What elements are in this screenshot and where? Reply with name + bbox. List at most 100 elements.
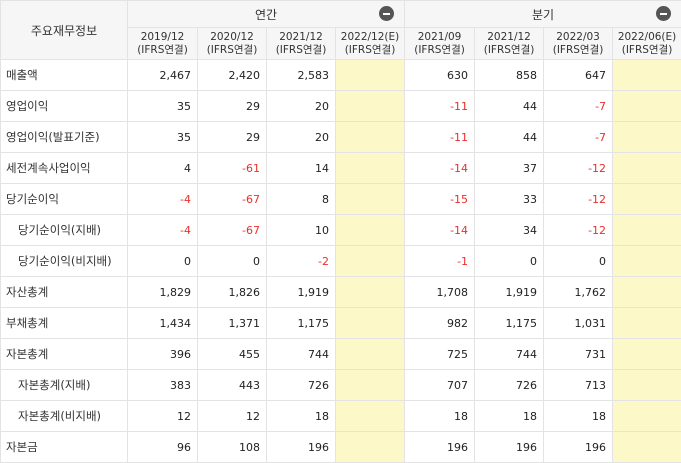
value-cell: 196: [544, 432, 613, 463]
estimate-cell: [613, 308, 681, 339]
estimate-cell: [336, 122, 405, 153]
row-label[interactable]: 당기순이익: [1, 184, 128, 215]
row-label[interactable]: 자본총계: [1, 339, 128, 370]
value-cell: -61: [198, 153, 267, 184]
value-cell: 1,829: [128, 277, 198, 308]
row-label[interactable]: 자산총계: [1, 277, 128, 308]
period-basis: (IFRS연결): [336, 44, 404, 57]
row-label[interactable]: 매출액: [1, 60, 128, 91]
value-cell: 1,371: [198, 308, 267, 339]
value-cell: 383: [128, 370, 198, 401]
row-label[interactable]: 영업이익(발표기준): [1, 122, 128, 153]
estimate-cell: [336, 339, 405, 370]
estimate-cell: [613, 401, 681, 432]
row-label[interactable]: 자본금: [1, 432, 128, 463]
value-cell: 707: [405, 370, 475, 401]
value-cell: 744: [267, 339, 336, 370]
value-cell: 1,708: [405, 277, 475, 308]
value-cell: 12: [198, 401, 267, 432]
row-label[interactable]: 당기순이익(지배): [1, 215, 128, 246]
quarterly-group-header: 분기: [405, 1, 681, 28]
estimate-cell: [613, 339, 681, 370]
value-cell: -4: [128, 184, 198, 215]
value-cell: 2,420: [198, 60, 267, 91]
estimate-cell: [613, 184, 681, 215]
minus-circle-icon[interactable]: [656, 6, 671, 21]
value-cell: 29: [198, 122, 267, 153]
value-cell: 18: [405, 401, 475, 432]
estimate-cell: [613, 91, 681, 122]
row-label[interactable]: 세전계속사업이익: [1, 153, 128, 184]
period-basis: (IFRS연결): [405, 44, 474, 57]
period-header: 2022/03(IFRS연결): [544, 28, 613, 60]
period-header: 2021/12(IFRS연결): [475, 28, 544, 60]
value-cell: -12: [544, 153, 613, 184]
value-cell: 726: [475, 370, 544, 401]
estimate-cell: [336, 277, 405, 308]
row-label[interactable]: 자본총계(비지배): [1, 401, 128, 432]
value-cell: 10: [267, 215, 336, 246]
value-cell: 34: [475, 215, 544, 246]
value-cell: 196: [475, 432, 544, 463]
value-cell: 96: [128, 432, 198, 463]
minus-circle-icon[interactable]: [379, 6, 394, 21]
value-cell: 744: [475, 339, 544, 370]
period-basis: (IFRS연결): [128, 44, 197, 57]
estimate-cell: [336, 60, 405, 91]
estimate-cell: [336, 184, 405, 215]
annual-group-header: 연간: [128, 1, 405, 28]
row-label[interactable]: 당기순이익(비지배): [1, 246, 128, 277]
estimate-cell: [336, 370, 405, 401]
estimate-cell: [336, 432, 405, 463]
value-cell: 12: [128, 401, 198, 432]
value-cell: -12: [544, 184, 613, 215]
row-label[interactable]: 영업이익: [1, 91, 128, 122]
period-date: 2021/09: [405, 31, 474, 44]
value-cell: 4: [128, 153, 198, 184]
value-cell: 1,175: [267, 308, 336, 339]
value-cell: -1: [405, 246, 475, 277]
value-cell: -14: [405, 153, 475, 184]
value-cell: 0: [128, 246, 198, 277]
value-cell: 8: [267, 184, 336, 215]
value-cell: 18: [475, 401, 544, 432]
period-header: 2021/09(IFRS연결): [405, 28, 475, 60]
value-cell: 1,919: [267, 277, 336, 308]
estimate-cell: [613, 153, 681, 184]
estimate-cell: [613, 60, 681, 91]
row-label[interactable]: 부채총계: [1, 308, 128, 339]
estimate-cell: [336, 246, 405, 277]
row-label[interactable]: 자본총계(지배): [1, 370, 128, 401]
period-basis: (IFRS연결): [475, 44, 543, 57]
value-cell: -15: [405, 184, 475, 215]
value-cell: 1,762: [544, 277, 613, 308]
estimate-cell: [613, 370, 681, 401]
period-header: 2019/12(IFRS연결): [128, 28, 198, 60]
period-header: 2022/12(E)(IFRS연결): [336, 28, 405, 60]
value-cell: 108: [198, 432, 267, 463]
corner-header: 주요재무정보: [1, 1, 128, 60]
estimate-cell: [336, 153, 405, 184]
value-cell: 858: [475, 60, 544, 91]
period-header: 2021/12(IFRS연결): [267, 28, 336, 60]
value-cell: -7: [544, 122, 613, 153]
estimate-cell: [613, 277, 681, 308]
estimate-cell: [336, 215, 405, 246]
value-cell: -2: [267, 246, 336, 277]
period-date: 2022/12(E): [336, 31, 404, 44]
value-cell: -11: [405, 122, 475, 153]
estimate-cell: [336, 91, 405, 122]
value-cell: 713: [544, 370, 613, 401]
value-cell: 196: [405, 432, 475, 463]
estimate-cell: [613, 246, 681, 277]
